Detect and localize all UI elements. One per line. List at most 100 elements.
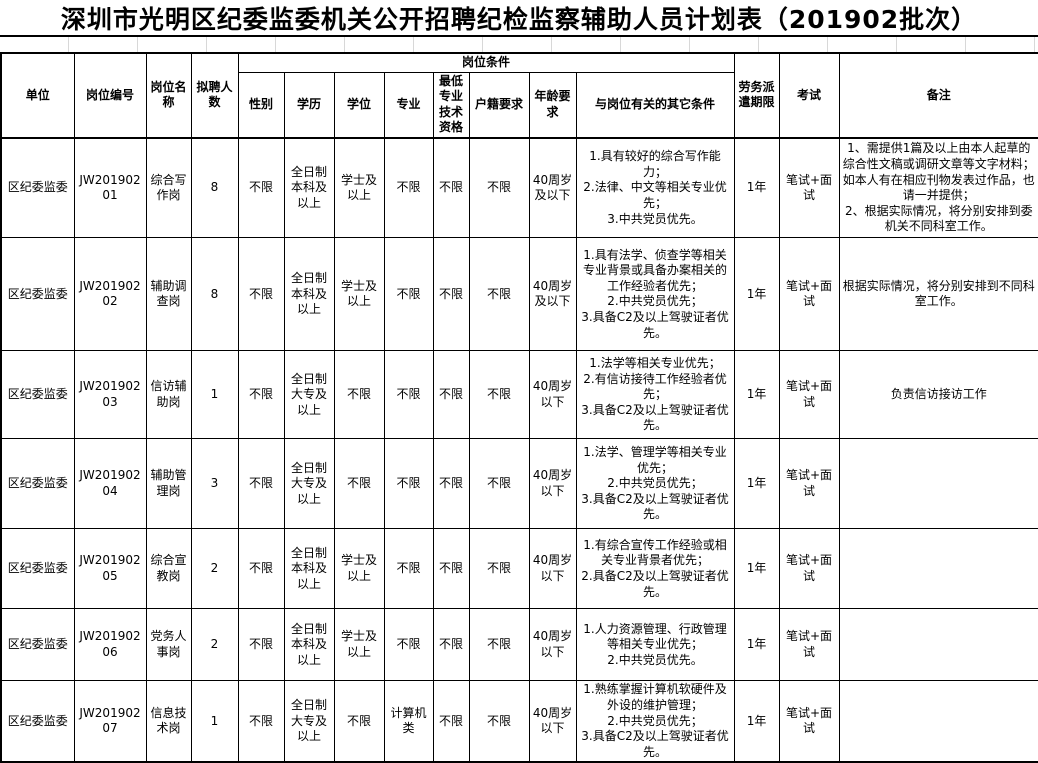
header-min-qualification: 最低专业技术资格 [432, 71, 470, 139]
cell-education: 全日制大专及以上 [283, 438, 335, 530]
table-row: 区纪委监委 JW20190201 综合写作岗 8 不限 全日制本科及以上 学士及… [0, 136, 1038, 239]
cell-headcount: 8 [190, 237, 239, 352]
cell-unit: 区纪委监委 [0, 350, 75, 440]
cell-job-name: 党务人事岗 [145, 608, 192, 682]
cell-degree: 学士及以上 [333, 528, 385, 610]
cell-dispatch-term: 1年 [733, 608, 780, 682]
cell-job-code: JW20190204 [73, 438, 147, 530]
cell-exam: 笔试+面试 [778, 608, 840, 682]
cell-other-conditions: 1.人力资源管理、行政管理等相关专业优先； 2.中共党员优先。 [575, 608, 735, 682]
cell-job-name: 辅助管理岗 [145, 438, 192, 530]
cell-dispatch-term: 1年 [733, 680, 780, 763]
cell-hukou: 不限 [468, 438, 530, 530]
cell-hukou: 不限 [468, 528, 530, 610]
header-dispatch-term: 劳务派遣期限 [733, 52, 780, 139]
cell-major: 不限 [383, 438, 434, 530]
cell-major: 不限 [383, 136, 434, 239]
cell-degree: 学士及以上 [333, 237, 385, 352]
cell-other-conditions: 1.法学、管理学等相关专业优先； 2.中共党员优先； 3.具备C2及以上驾驶证者… [575, 438, 735, 530]
cell-age: 40周岁以下 [528, 350, 577, 440]
cell-min-qualification: 不限 [432, 528, 470, 610]
cell-dispatch-term: 1年 [733, 136, 780, 239]
cell-gender: 不限 [237, 237, 285, 352]
cell-degree: 学士及以上 [333, 608, 385, 682]
cell-unit: 区纪委监委 [0, 438, 75, 530]
header-degree: 学位 [333, 71, 385, 139]
table-row: 区纪委监委 JW20190203 信访辅助岗 1 不限 全日制大专及以上 不限 … [0, 350, 1038, 440]
cell-education: 全日制本科及以上 [283, 136, 335, 239]
cell-age: 40周岁以下 [528, 438, 577, 530]
cell-unit: 区纪委监委 [0, 608, 75, 682]
cell-job-code: JW20190203 [73, 350, 147, 440]
cell-education: 全日制大专及以上 [283, 350, 335, 440]
cell-headcount: 1 [190, 350, 239, 440]
cell-degree: 不限 [333, 680, 385, 763]
cell-exam: 笔试+面试 [778, 680, 840, 763]
cell-min-qualification: 不限 [432, 350, 470, 440]
header-job-name: 岗位名称 [145, 52, 192, 139]
header-row-sub: 性别 学历 学位 专业 最低专业技术资格 户籍要求 年龄要求 与岗位有关的其它条… [1, 71, 1038, 139]
cell-remarks: 负责信访接访工作 [838, 350, 1038, 440]
cell-major: 不限 [383, 237, 434, 352]
cell-remarks [838, 438, 1038, 530]
page-title: 深圳市光明区纪委监委机关公开招聘纪检监察辅助人员计划表（201902批次） [60, 4, 978, 34]
cell-gender: 不限 [237, 136, 285, 239]
cell-remarks [838, 608, 1038, 682]
cell-degree: 学士及以上 [333, 136, 385, 239]
header-unit: 单位 [0, 52, 75, 139]
cell-min-qualification: 不限 [432, 438, 470, 530]
cell-headcount: 8 [190, 136, 239, 239]
cell-job-name: 综合写作岗 [145, 136, 192, 239]
cell-age: 40周岁以下 [528, 608, 577, 682]
cell-hukou: 不限 [468, 136, 530, 239]
cell-dispatch-term: 1年 [733, 528, 780, 610]
cell-major: 计算机类 [383, 680, 434, 763]
cell-job-code: JW20190205 [73, 528, 147, 610]
recruitment-plan-table: 单位 岗位编号 岗位名称 拟聘人数 岗位条件 劳务派遣期限 考试 备注 性别 学… [0, 52, 1038, 763]
header-gender: 性别 [237, 71, 285, 139]
cell-other-conditions: 1.具有较好的综合写作能力； 2.法律、中文等相关专业优先； 3.中共党员优先。 [575, 136, 735, 239]
cell-job-name: 辅助调查岗 [145, 237, 192, 352]
cell-job-code: JW20190202 [73, 237, 147, 352]
cell-exam: 笔试+面试 [778, 136, 840, 239]
cell-exam: 笔试+面试 [778, 528, 840, 610]
cell-exam: 笔试+面试 [778, 237, 840, 352]
cell-unit: 区纪委监委 [0, 528, 75, 610]
cell-job-name: 综合宣教岗 [145, 528, 192, 610]
header-job-code: 岗位编号 [73, 52, 147, 139]
cell-headcount: 2 [190, 528, 239, 610]
cell-exam: 笔试+面试 [778, 350, 840, 440]
header-other-conditions: 与岗位有关的其它条件 [575, 71, 735, 139]
table-row: 区纪委监委 JW20190206 党务人事岗 2 不限 全日制本科及以上 学士及… [0, 608, 1038, 682]
cell-job-name: 信息技术岗 [145, 680, 192, 763]
cell-job-code: JW20190201 [73, 136, 147, 239]
title-bar: 深圳市光明区纪委监委机关公开招聘纪检监察辅助人员计划表（201902批次） [0, 0, 1038, 37]
header-education: 学历 [283, 71, 335, 139]
cell-min-qualification: 不限 [432, 136, 470, 239]
cell-dispatch-term: 1年 [733, 237, 780, 352]
header-conditions-group: 岗位条件 [237, 52, 735, 73]
cell-gender: 不限 [237, 528, 285, 610]
cell-dispatch-term: 1年 [733, 350, 780, 440]
cell-hukou: 不限 [468, 608, 530, 682]
cell-unit: 区纪委监委 [0, 136, 75, 239]
cell-major: 不限 [383, 608, 434, 682]
cell-age: 40周岁以下 [528, 680, 577, 763]
cell-gender: 不限 [237, 438, 285, 530]
header-headcount: 拟聘人数 [190, 52, 239, 139]
cell-exam: 笔试+面试 [778, 438, 840, 530]
cell-age: 40周岁及以下 [528, 136, 577, 239]
cell-education: 全日制大专及以上 [283, 680, 335, 763]
spreadsheet-gridline-strip [0, 37, 1038, 52]
cell-age: 40周岁以下 [528, 528, 577, 610]
cell-min-qualification: 不限 [432, 680, 470, 763]
cell-hukou: 不限 [468, 350, 530, 440]
table-row: 区纪委监委 JW20190202 辅助调查岗 8 不限 全日制本科及以上 学士及… [0, 237, 1038, 352]
header-row-group: 单位 岗位编号 岗位名称 拟聘人数 岗位条件 劳务派遣期限 考试 备注 [0, 52, 1038, 139]
cell-hukou: 不限 [468, 680, 530, 763]
cell-dispatch-term: 1年 [733, 438, 780, 530]
cell-min-qualification: 不限 [432, 237, 470, 352]
cell-education: 全日制本科及以上 [283, 237, 335, 352]
header-remarks: 备注 [838, 52, 1038, 139]
header-major: 专业 [383, 71, 434, 139]
